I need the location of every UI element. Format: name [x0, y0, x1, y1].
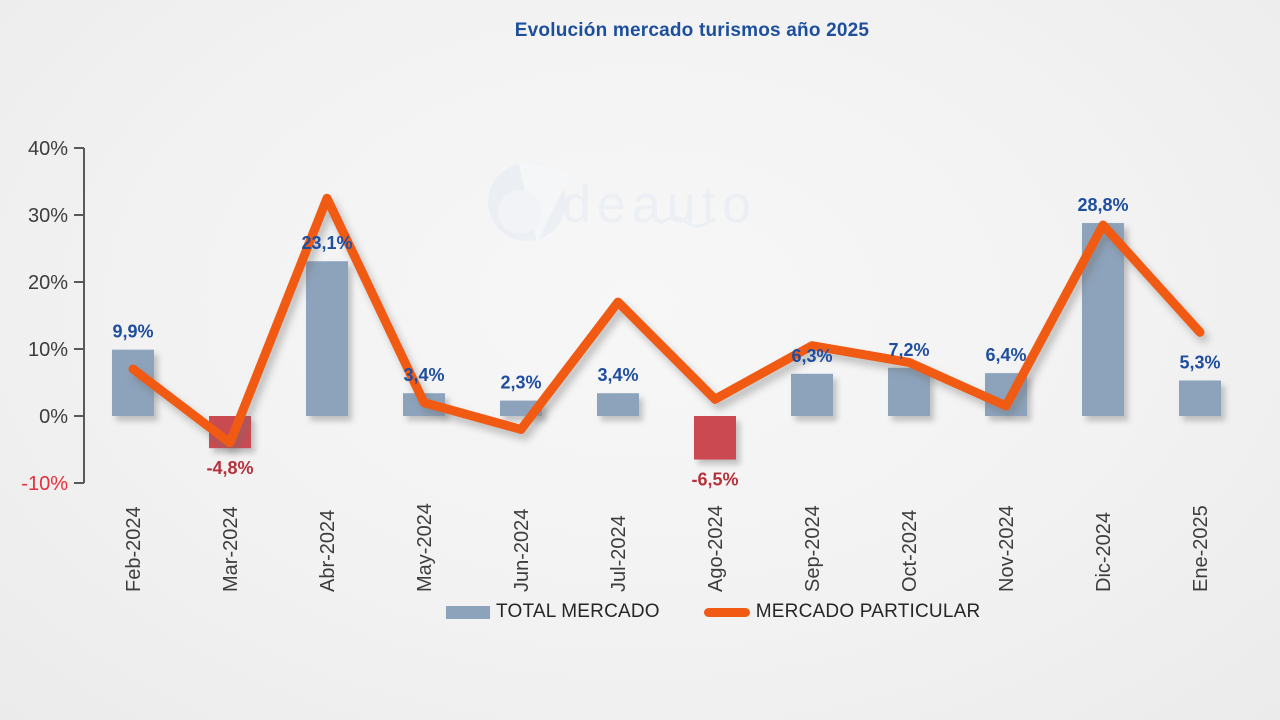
- watermark-text: deauto: [562, 176, 757, 234]
- x-axis-label: Mar-2024: [220, 506, 242, 592]
- legend-label: MERCADO PARTICULAR: [755, 601, 981, 622]
- bar-oct-2024: [888, 367, 930, 416]
- bar-value-label: 9,9%: [112, 322, 153, 342]
- x-axis-label: Ene-2025: [1190, 505, 1212, 592]
- y-tick-label: 0%: [39, 406, 68, 428]
- bar-value-label: 3,4%: [597, 365, 638, 385]
- y-tick-label: 20%: [28, 272, 68, 294]
- x-axis-label: Feb-2024: [123, 506, 145, 592]
- bar-jul-2024: [597, 393, 639, 416]
- bar-value-label: 23,1%: [301, 233, 352, 253]
- x-axis-label: Ago-2024: [705, 505, 727, 592]
- y-tick-label: 10%: [28, 339, 68, 361]
- legend-label: TOTAL MERCADO: [496, 601, 660, 622]
- x-axis-labels: Feb-2024 Mar-2024 Abr-2024 May-2024 Jun-2024…: [123, 503, 1212, 592]
- bar-abr-2024: [306, 261, 348, 416]
- bar-value-labels: 9,9% -4,8% 23,1% 3,4% 2,3% 3,4% -6,5% 6,3% 7,2% 6…: [112, 195, 1220, 490]
- bar-value-label: 3,4%: [403, 365, 444, 385]
- x-axis-label: Nov-2024: [996, 505, 1018, 592]
- bar-value-label: -6,5%: [691, 470, 738, 490]
- legend-item-total-mercado: TOTAL MERCADO: [446, 601, 660, 623]
- bar-value-label: 28,8%: [1077, 195, 1128, 215]
- y-tick-label: -10%: [21, 473, 68, 495]
- x-axis-label: Jun-2024: [511, 509, 533, 592]
- bar-ene-2025: [1179, 380, 1221, 416]
- y-tick-label: 30%: [28, 205, 68, 227]
- ideauto-watermark-logo: deauto: [488, 161, 757, 242]
- x-axis-label: Jul-2024: [608, 515, 630, 592]
- bar-value-label: 2,3%: [500, 373, 541, 393]
- legend-item-mercado-particular: MERCADO PARTICULAR: [703, 601, 981, 623]
- bar-swatch-icon: [446, 605, 490, 619]
- x-axis-label: Oct-2024: [899, 510, 921, 592]
- x-axis-label: Dic-2024: [1093, 512, 1115, 592]
- chart-legend: TOTAL MERCADO MERCADO PARTICULAR: [446, 601, 980, 623]
- mercado-particular-line: [128, 193, 1205, 448]
- bar-value-label: 7,2%: [888, 340, 929, 360]
- bar-value-label: -4,8%: [206, 458, 253, 478]
- total-mercado-bars: [112, 223, 1221, 460]
- chart-title: Evolución mercado turismos año 2025: [514, 20, 870, 41]
- bar-value-label: 6,3%: [791, 346, 832, 366]
- y-tick-label: 40%: [28, 138, 68, 160]
- bar-ago-2024: [694, 416, 736, 460]
- x-axis-label: Sep-2024: [802, 505, 824, 592]
- x-axis-label: May-2024: [414, 503, 436, 592]
- bar-value-label: 6,4%: [985, 345, 1026, 365]
- bar-sep-2024: [791, 373, 833, 416]
- line-swatch-icon: [703, 607, 750, 617]
- x-axis-label: Abr-2024: [317, 510, 339, 592]
- y-axis: 40% 30% 20% 10% 0% -10%: [21, 138, 85, 495]
- bar-value-label: 5,3%: [1179, 352, 1220, 372]
